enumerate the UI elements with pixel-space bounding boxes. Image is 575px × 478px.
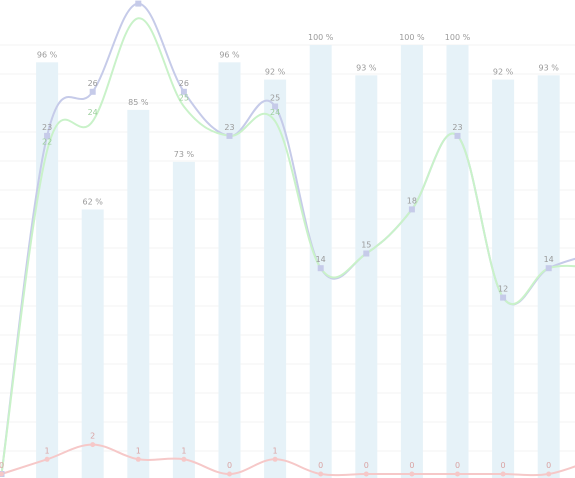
series-point-rose-1 [44, 456, 50, 462]
bar-label-4: 73 % [174, 150, 195, 159]
series-point-rose-4 [181, 456, 187, 462]
point-label-rose-6: 1 [273, 446, 278, 455]
bar-8 [355, 75, 378, 478]
bar-label-8: 93 % [356, 63, 377, 72]
point-label-rose-5: 0 [227, 461, 232, 470]
bar-5 [218, 62, 241, 478]
point-label-rose-3: 1 [136, 446, 141, 455]
point-label-purple-9: 18 [407, 196, 417, 205]
point-label-rose-7: 0 [318, 461, 323, 470]
point-label-rose-2: 2 [90, 432, 95, 441]
point-label-rose-4: 1 [181, 446, 186, 455]
point-label-purple-6: 25 [270, 94, 280, 103]
point-label-purple-2: 26 [88, 79, 98, 88]
bar-label-1: 96 % [37, 50, 58, 59]
point-label-purple-7: 14 [316, 255, 326, 264]
bar-label-5: 96 % [219, 50, 240, 59]
series-point-purple-11 [500, 294, 507, 301]
series-line-green [0, 17, 575, 475]
point-label-purple-10: 23 [452, 123, 462, 132]
point-label-rose-1: 1 [45, 446, 50, 455]
series-point-purple-3 [135, 0, 142, 7]
point-label-rose-8: 0 [364, 461, 369, 470]
series-line-rose [0, 443, 575, 477]
series-point-purple-1 [44, 132, 51, 139]
bar-label-7: 100 % [308, 33, 334, 42]
bar-12 [537, 75, 560, 478]
bar-label-9: 100 % [399, 33, 425, 42]
point-label-purple-4: 26 [179, 79, 189, 88]
bars-layer [36, 45, 560, 478]
point-label-purple-1: 23 [42, 123, 52, 132]
series-point-rose-9 [409, 471, 415, 477]
point-label-rose-9: 0 [409, 461, 414, 470]
series-point-purple-6 [272, 103, 279, 110]
bar-3 [127, 109, 150, 478]
series-point-rose-7 [318, 471, 324, 477]
series-point-rose-6 [272, 456, 278, 462]
series-point-rose-2 [90, 442, 96, 448]
point-label-rose-11: 0 [501, 461, 506, 470]
bar-11 [492, 79, 515, 478]
series-point-purple-9 [408, 206, 415, 213]
series-point-purple-4 [180, 88, 187, 95]
series-point-purple-7 [317, 265, 324, 272]
bar-7 [309, 45, 332, 478]
point-label-rose-0: 0 [0, 461, 4, 470]
series-point-purple-8 [363, 250, 370, 257]
bar-label-3: 85 % [128, 98, 149, 107]
point-label-rose-10: 0 [455, 461, 460, 470]
series-point-rose-10 [455, 471, 460, 477]
point-label-green-6: 24 [270, 108, 280, 117]
point-label-purple-8: 15 [361, 241, 371, 250]
bar-label-12: 93 % [539, 63, 560, 72]
series-point-rose-12 [546, 471, 552, 477]
series-point-rose-3 [135, 456, 141, 462]
series-point-rose-11 [500, 471, 506, 477]
series-point-purple-5 [226, 132, 233, 139]
series-point-purple-12 [545, 265, 552, 272]
bar-label-10: 100 % [445, 33, 471, 42]
labels-layer: 96 %62 %85 %73 %96 %92 %100 %93 %100 % 10… [0, 33, 560, 470]
point-label-purple-12: 14 [544, 255, 554, 264]
bar-label-11: 92 % [493, 68, 514, 77]
point-label-purple-11: 12 [498, 285, 508, 294]
series-point-rose-8 [363, 471, 369, 477]
series-point-purple-10 [454, 132, 461, 139]
point-label-green-4: 25 [179, 94, 189, 103]
point-label-green-2: 24 [88, 108, 98, 117]
bar-2 [81, 209, 104, 478]
point-label-green-1: 22 [42, 138, 52, 147]
series-point-purple-2 [89, 88, 96, 95]
bar-4 [172, 161, 195, 478]
bar-10 [446, 45, 469, 478]
bar-6 [264, 79, 287, 478]
bar-label-2: 62 % [83, 198, 104, 207]
point-label-rose-12: 0 [546, 461, 551, 470]
bar-label-6: 92 % [265, 68, 286, 77]
series-point-rose-0 [0, 471, 4, 477]
bar-9 [400, 45, 423, 478]
point-label-purple-5: 23 [224, 123, 234, 132]
series-point-rose-5 [227, 471, 232, 477]
